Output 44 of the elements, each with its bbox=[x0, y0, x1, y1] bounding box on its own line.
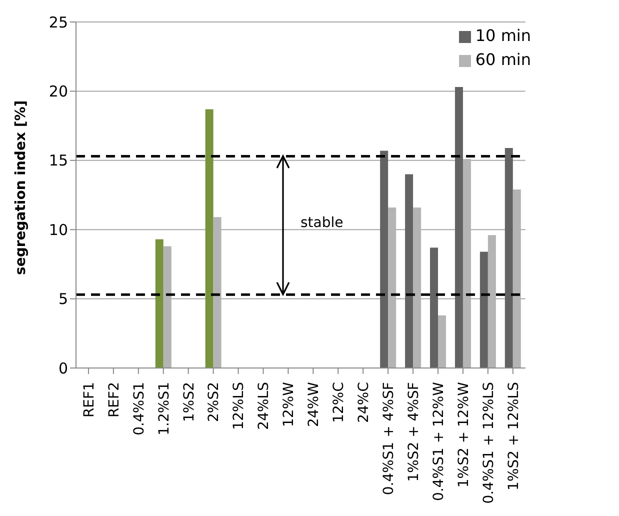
x-tick-label: 0.4%S1 + 12%W bbox=[430, 382, 447, 501]
y-tick-label: 25 bbox=[48, 13, 68, 32]
bar bbox=[488, 235, 496, 368]
bar bbox=[454, 87, 463, 368]
annotation: stable bbox=[300, 215, 344, 232]
x-tick-label: 24%W bbox=[306, 382, 322, 427]
x-tick-label: 1%S2 + 4%SF bbox=[406, 382, 422, 482]
bar bbox=[438, 315, 446, 368]
bar bbox=[512, 189, 521, 368]
bar bbox=[205, 109, 214, 368]
bar bbox=[388, 207, 396, 368]
y-tick-label: 15 bbox=[48, 152, 68, 170]
bar bbox=[504, 148, 513, 368]
bar bbox=[480, 252, 488, 368]
bar bbox=[413, 207, 422, 368]
legend-label: 60 min bbox=[475, 50, 531, 69]
bar bbox=[430, 248, 438, 368]
x-tick-label: 0.4%S1 + 12%LS bbox=[480, 382, 497, 504]
y-tick-label: 20 bbox=[48, 82, 68, 101]
x-tick-label: 24%C bbox=[356, 382, 372, 423]
x-tick-label: REF2 bbox=[106, 382, 122, 418]
x-tick-label: 0.4%S1 bbox=[131, 382, 148, 436]
x-tick-label: 12%C bbox=[331, 382, 348, 423]
bar bbox=[380, 150, 388, 368]
x-tick-label: 24%LS bbox=[256, 382, 272, 430]
x-tick-label: 1%S2 + 12%LS bbox=[506, 382, 522, 490]
x-tick-label: 0.4%S1 + 4%SF bbox=[380, 382, 397, 496]
bar bbox=[405, 174, 414, 368]
x-tick-label: 1%S2 + 12%W bbox=[456, 382, 472, 488]
y-tick-label: 10 bbox=[48, 220, 68, 239]
x-tick-label: 12%W bbox=[281, 382, 298, 427]
x-tick-label: 1%S2 bbox=[181, 382, 198, 422]
y-axis-title: segregation index [%] bbox=[12, 100, 29, 275]
x-tick-label: 1.2%S1 bbox=[156, 382, 172, 436]
y-tick-label: 5 bbox=[58, 290, 68, 308]
bar bbox=[163, 246, 172, 368]
bar bbox=[213, 217, 222, 368]
y-tick-label: 0 bbox=[58, 359, 68, 378]
bar bbox=[462, 159, 471, 368]
bar bbox=[155, 239, 164, 368]
x-tick-label: REF1 bbox=[81, 382, 98, 418]
legend-label: 10 min bbox=[475, 26, 531, 45]
x-tick-label: 12%LS bbox=[231, 382, 248, 430]
x-tick-label: 2%S2 bbox=[206, 382, 222, 422]
